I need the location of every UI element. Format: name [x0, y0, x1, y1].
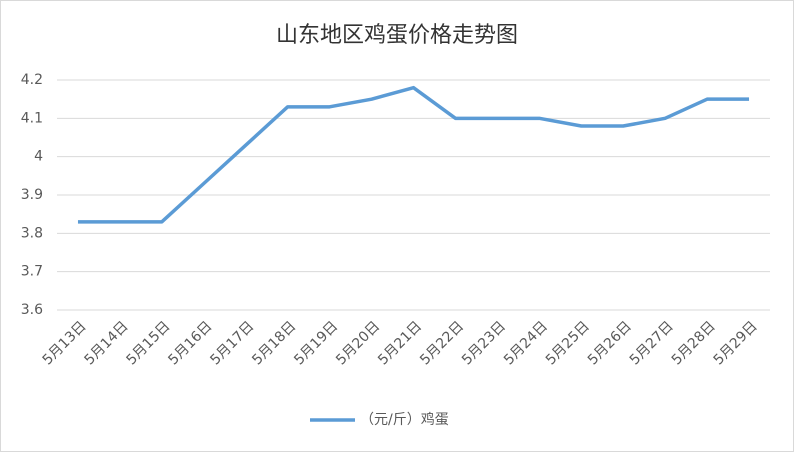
- y-tick-label: 4: [34, 149, 43, 165]
- y-tick-label: 4.1: [21, 110, 43, 126]
- y-tick-label: 3.6: [21, 302, 43, 318]
- y-tick-label: 3.7: [21, 264, 43, 280]
- y-tick-label: 3.8: [21, 225, 43, 241]
- y-tick-label: 4.2: [21, 72, 43, 88]
- chart-title: 山东地区鸡蛋价格走势图: [276, 23, 518, 48]
- y-tick-label: 3.9: [21, 187, 43, 203]
- legend-label: （元/斤）鸡蛋: [360, 411, 449, 428]
- data-line: [77, 85, 750, 224]
